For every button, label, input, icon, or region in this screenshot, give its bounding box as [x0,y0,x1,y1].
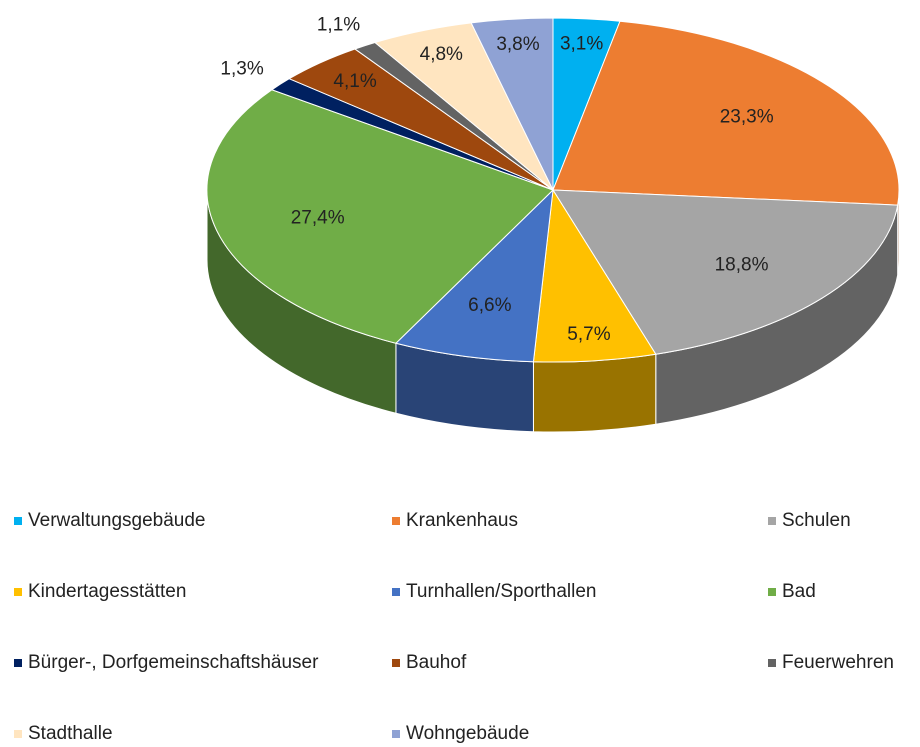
legend-label: Krankenhaus [406,510,518,531]
slice [470,17,554,191]
data-label: 5,7% [567,324,610,345]
data-label: 27,4% [291,207,345,228]
data-label: 18,8% [715,255,769,276]
legend-swatch [14,659,22,667]
slice [552,20,900,206]
legend-swatch [14,730,22,738]
legend-label: Kindertagesstätten [28,581,186,602]
legend-label: Schulen [782,510,851,531]
data-label: 23,3% [720,107,774,128]
legend-label: Turnhallen/Sporthallen [406,581,596,602]
data-label: 3,1% [560,34,603,55]
data-label: 4,8% [420,44,463,65]
legend-swatch [392,517,400,525]
data-label: 1,3% [220,58,263,79]
legend-swatch [392,659,400,667]
legend-label: Bad [782,581,816,602]
legend-swatch [768,517,776,525]
slice [394,188,554,363]
legend-swatch [768,659,776,667]
slice-side [532,353,657,433]
legend-swatch [14,517,22,525]
legend-label: Bauhof [406,652,467,673]
data-label: 3,8% [496,34,539,55]
legend-swatch [14,588,22,596]
legend-label: Bürger-, Dorfgemeinschaftshäuser [28,652,319,673]
slice [206,89,554,344]
legend-label: Feuerwehren [782,652,894,673]
data-label: 4,1% [333,71,376,92]
legend-label: Stadthalle [28,723,113,744]
data-label: 1,1% [317,14,360,35]
legend-swatch [392,730,400,738]
legend-label: Verwaltungsgebäude [28,510,205,531]
data-label: 6,6% [468,295,511,316]
legend-swatch [392,588,400,596]
slice [552,189,899,355]
legend-swatch [768,588,776,596]
legend-label: Wohngebäude [406,723,529,744]
